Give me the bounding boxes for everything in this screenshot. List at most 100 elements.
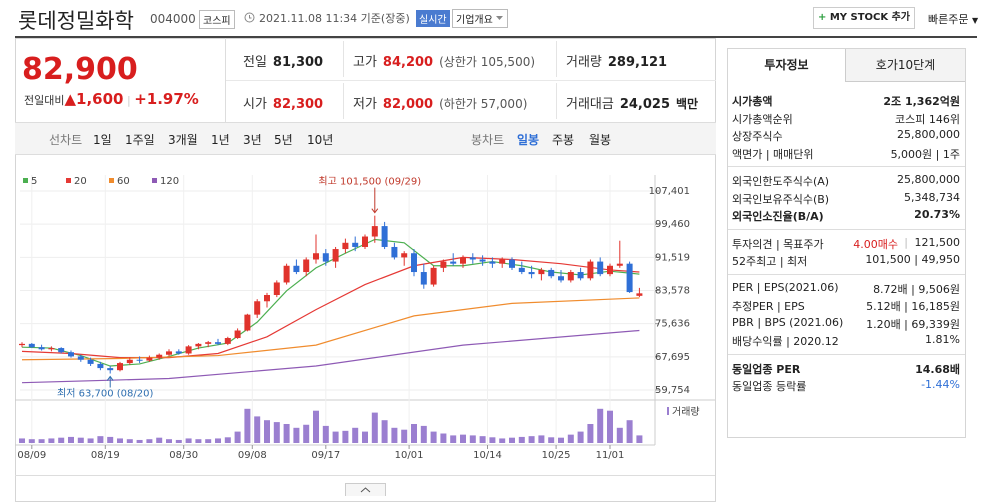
y-tick-label: 107,401: [649, 186, 690, 197]
info-value: 8.72배 | 9,506원: [873, 282, 960, 296]
candle-period-button[interactable]: 월봉: [589, 133, 612, 147]
period-button[interactable]: 1주일: [125, 133, 155, 147]
volume-bar: [352, 427, 359, 443]
volume-bar: [509, 437, 515, 443]
volume-bar: [293, 427, 300, 443]
legend-label: 5: [31, 176, 37, 187]
period-button[interactable]: 5년: [274, 133, 293, 147]
candle-body: [166, 351, 172, 355]
period-button[interactable]: 3개월: [168, 133, 198, 147]
group-rule: [728, 273, 965, 275]
period-button[interactable]: 1일: [93, 133, 112, 147]
info-value: 20.73%: [914, 208, 960, 221]
tab-active[interactable]: 투자정보: [728, 49, 846, 82]
summary-cell: 저가 82,000 (하한가 57,000): [353, 93, 527, 112]
volume-bar: [58, 437, 65, 443]
volume-bar: [538, 435, 545, 443]
realtime-badge[interactable]: 실시간: [416, 10, 450, 27]
info-value: 14.68배: [915, 362, 960, 376]
volume-bar: [332, 431, 339, 443]
summary-cell: 거래대금 24,025 백만: [566, 93, 698, 112]
divider: [343, 83, 344, 119]
chart: 107,401 99,460 91,519 83,578 75,636 67,695 59,…: [15, 175, 715, 461]
current-price: 82,900: [22, 52, 138, 87]
info-value: 121,500: [914, 235, 961, 249]
info-row: 시가총액 2조 1,362억원: [732, 93, 960, 110]
caret: [495, 16, 503, 20]
y-tick-label: 99,460: [655, 219, 690, 230]
value: 289,121: [607, 55, 668, 70]
volume-bar: [489, 437, 496, 443]
candle-body: [332, 249, 339, 262]
collapse-tab[interactable]: [345, 483, 386, 496]
volume-bar: [391, 427, 398, 443]
info-label: 52주최고 | 최저: [732, 255, 808, 268]
candle-body: [77, 356, 84, 360]
candle-body: [175, 351, 182, 354]
volume-bar: [48, 438, 55, 443]
legend-label: 60: [117, 176, 130, 187]
candle-body: [352, 242, 359, 247]
change-label: 전일대비: [24, 94, 65, 107]
volume-bar: [558, 437, 564, 443]
candle-body: [87, 359, 94, 364]
info-label: 배당수익률 | 2020.12: [732, 335, 839, 348]
candle-body: [587, 261, 594, 279]
quick-order-button[interactable]: 빠른주문 ▼: [928, 11, 978, 27]
candle-body: [401, 253, 408, 258]
period-button[interactable]: 1년: [211, 133, 230, 147]
divider: [556, 83, 557, 119]
volume-bar: [362, 431, 368, 443]
period-button[interactable]: 10년: [307, 133, 334, 147]
volume-bar: [381, 420, 388, 443]
annotation-arrow-head: [106, 375, 114, 381]
volume-bar: [636, 435, 643, 443]
info-value: 5,000원 | 1주: [890, 147, 960, 161]
candle-body: [185, 346, 192, 354]
label: 고가: [353, 55, 377, 70]
volume-bar: [19, 438, 25, 443]
candle-period-button[interactable]: 주봉: [552, 133, 575, 147]
candle-body: [136, 359, 143, 361]
info-value: 25,800,000: [897, 128, 960, 141]
volume-bar: [87, 438, 94, 443]
x-tick-label: 09/08: [238, 450, 267, 461]
company-info-button[interactable]: 기업개요: [452, 9, 508, 28]
divider: [556, 41, 557, 77]
summary-cell: 고가 84,200 (상한가 105,500): [353, 51, 535, 70]
candle-body: [616, 263, 623, 266]
tab[interactable]: 호가10단계: [846, 49, 965, 82]
period-button[interactable]: 3년: [243, 133, 262, 147]
mystock-button[interactable]: + MY STOCK 추가: [813, 7, 915, 29]
candle-body: [440, 261, 447, 268]
volume-bar: [117, 438, 123, 443]
timestamp: 2021.11.08 11:34 기준(장중): [259, 12, 410, 25]
label: 빠른주문: [928, 13, 969, 26]
info-value: 25,800,000: [897, 173, 960, 186]
candle-period-button[interactable]: 일봉: [517, 133, 540, 147]
volume-bar: [450, 435, 457, 443]
info-label: 추정PER | EPS: [732, 300, 805, 313]
info-row: 액면가 | 매매단위 5,000원 | 1주: [732, 146, 960, 163]
info-row: 외국인소진율(B/A) 20.73%: [732, 208, 960, 225]
candle-body: [450, 261, 457, 264]
x-tick-label: 08/19: [91, 450, 120, 461]
info-label: PBR | BPS (2021.06): [732, 315, 844, 329]
volume-bar: [528, 436, 535, 443]
legend-swatch: [152, 178, 157, 183]
volume-bar: [273, 422, 280, 443]
header-rule: [15, 36, 977, 38]
legend-swatch: [109, 178, 114, 183]
volume-bar: [313, 410, 319, 443]
candle-body: [68, 352, 74, 357]
volume-bar: [440, 433, 447, 443]
up-arrow: ▲: [64, 90, 77, 108]
line-chart-label: 선차트: [49, 133, 83, 147]
value: 84,200: [382, 55, 434, 70]
candle-body: [205, 342, 212, 344]
divider: [225, 38, 226, 122]
label: 전일: [243, 55, 267, 70]
volume-legend-swatch: [667, 407, 669, 415]
x-tick-label: 10/25: [542, 450, 571, 461]
candle-body: [411, 253, 417, 273]
